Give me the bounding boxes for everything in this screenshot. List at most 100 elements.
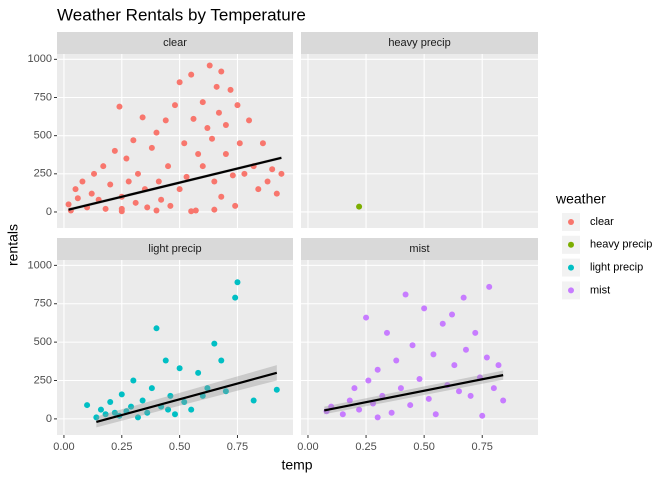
point (346, 397, 353, 404)
panel (301, 260, 538, 435)
point (181, 398, 188, 405)
point (172, 102, 178, 109)
y-tick-label: 500 (34, 336, 52, 348)
point (374, 414, 381, 421)
point (486, 283, 493, 290)
point (165, 406, 172, 413)
fit-line (96, 371, 278, 424)
point (132, 199, 139, 206)
strip-label: heavy precip (388, 37, 450, 49)
point (264, 178, 271, 185)
y-tick-label: 500 (34, 130, 52, 142)
point (432, 411, 439, 418)
point (153, 325, 160, 332)
point (188, 71, 195, 78)
strip (57, 32, 293, 54)
y-tick-label: 0 (46, 206, 52, 218)
point (490, 385, 497, 392)
point (134, 414, 141, 421)
y-tick-label: 1000 (28, 53, 52, 65)
confidence-band (96, 365, 277, 428)
point (462, 346, 469, 353)
point (356, 406, 363, 413)
point (222, 388, 229, 395)
y-tick-label: 250 (34, 374, 52, 386)
strip-label: mist (409, 243, 429, 255)
point (409, 342, 416, 349)
point (139, 397, 146, 404)
point (195, 369, 202, 376)
point (246, 117, 253, 124)
chart-title: Weather Rentals by Temperature (57, 5, 306, 24)
point (144, 409, 151, 416)
point (128, 403, 135, 410)
point (388, 409, 395, 416)
point (255, 186, 262, 193)
point (102, 411, 109, 418)
point (148, 144, 155, 151)
point (467, 392, 474, 399)
panel (57, 260, 293, 435)
point (416, 375, 423, 382)
point (162, 357, 169, 364)
point (222, 121, 229, 128)
point (229, 172, 236, 179)
strip-label: clear (163, 37, 187, 49)
x-tick-label: 0.75 (227, 441, 248, 453)
point (449, 311, 456, 318)
point (351, 385, 358, 392)
point (107, 181, 114, 188)
point (218, 193, 225, 200)
point (167, 392, 174, 399)
point (176, 365, 183, 372)
point (165, 163, 172, 170)
point (259, 140, 266, 147)
point (250, 397, 257, 404)
point (102, 205, 109, 212)
strip (301, 238, 538, 260)
point (84, 402, 91, 409)
point (397, 385, 404, 392)
point (188, 406, 195, 413)
point (181, 140, 188, 147)
legend-marker (568, 287, 574, 294)
point (236, 140, 243, 147)
x-tick-label: 0.75 (472, 441, 493, 453)
point (125, 178, 132, 185)
x-tick-label: 0.25 (355, 441, 376, 453)
legend-title: weather (555, 191, 606, 207)
point (176, 186, 183, 193)
point (162, 117, 169, 124)
point (211, 340, 218, 347)
point (176, 79, 183, 86)
legend-label: clear (590, 216, 614, 228)
point (393, 357, 400, 364)
legend-marker (568, 264, 574, 271)
point (472, 329, 479, 336)
point (199, 163, 206, 170)
fit-line (324, 374, 504, 412)
point (495, 362, 502, 369)
point (139, 114, 146, 121)
point (148, 385, 155, 392)
point (339, 411, 346, 418)
y-tick-label: 0 (46, 413, 52, 425)
point (195, 150, 202, 157)
point (383, 329, 390, 336)
y-tick-label: 1000 (28, 259, 52, 271)
point (97, 406, 104, 413)
panel (301, 54, 538, 228)
point (153, 207, 160, 214)
point (134, 170, 141, 177)
point (118, 391, 125, 398)
point (199, 99, 206, 106)
point (79, 178, 86, 185)
panel (57, 54, 293, 228)
x-tick-label: 0.25 (111, 441, 132, 453)
point (88, 190, 95, 197)
point (278, 170, 285, 177)
legend-marker (568, 219, 574, 225)
x-axis-label: temp (281, 457, 312, 473)
legend-label: heavy precip (590, 239, 652, 251)
point (206, 62, 213, 69)
